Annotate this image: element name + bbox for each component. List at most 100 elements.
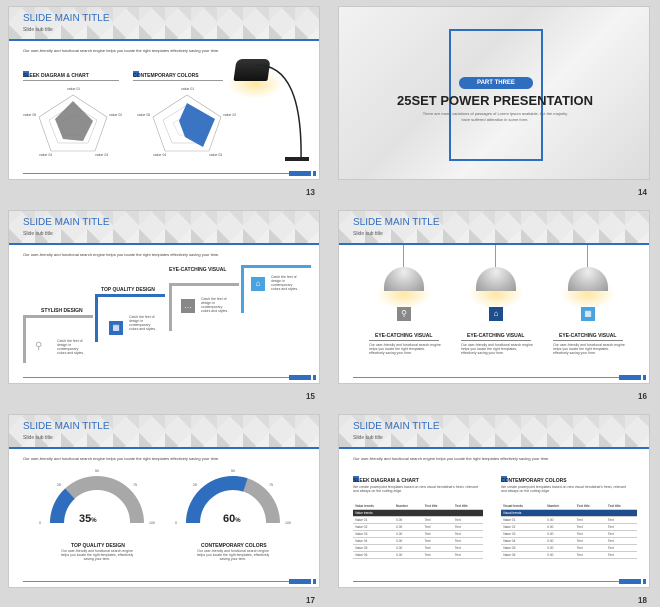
table-header: Number [545,503,575,510]
radar-label: value 01 [181,87,195,91]
page-number: 13 [306,188,315,197]
step-desc: Catch the feel of design in contemporary… [129,315,157,331]
gauge-value: 60% [223,513,241,525]
slide-body-text: Our user-friendly and functional search … [353,456,550,461]
radar-label: value 05 [23,113,37,117]
radar-chart-blue [152,94,222,152]
table-header: Visual trends [501,503,546,510]
footer-line [353,581,637,582]
table-header: Text title [574,503,606,510]
scale-label: 25 [57,483,61,487]
radar-label: value 02 [109,113,123,117]
slide-body-text: Our user-friendly and functional search … [23,252,220,257]
step-desc: Catch the feel of design in contemporary… [201,297,229,313]
header-pattern [9,7,319,39]
step-desc: Catch the feel of design in contemporary… [57,339,85,355]
calendar-icon: ▦ [581,307,595,321]
step-bar [169,283,239,286]
header-pattern [9,415,319,447]
cover-subtext: have suffered alteration in some form. [461,117,529,122]
location-pin-icon: ⚲ [35,341,43,352]
left-heading: SLEEK DIAGRAM & CHART [353,478,419,484]
slide-body-text: Our user-friendly and functional search … [23,48,220,53]
item-desc: Our user-friendly and functional search … [369,343,441,355]
right-desc: We create powerpoint templates based on … [501,485,626,493]
footer-mark [313,375,316,380]
slide-thumbnail-15[interactable]: SLIDE MAIN TITLE Slide sub title Our use… [8,210,320,384]
right-heading: CONTEMPORARY COLORS [133,73,199,79]
scale-label: 50 [95,469,99,473]
item-desc: Our user-friendly and functional search … [461,343,533,355]
gauge-chart-60 [186,476,280,524]
table-row: Value 03 0.00 Text Text [353,530,483,538]
slide-thumbnail-14[interactable]: PART THREE 25SET POWER PRESENTATION Ther… [338,6,650,180]
divider [23,80,119,81]
part-badge: PART THREE [459,77,533,89]
slide-subtitle: Slide sub title [23,231,53,237]
slide-subtitle: Slide sub title [23,27,53,33]
step-bar [23,315,93,318]
footer-mark [619,375,641,380]
item-title: EYE-CATCHING VISUAL [559,333,617,339]
slide-subtitle: Slide sub title [23,435,53,441]
cover-subtext: There are many variations of passages of… [422,111,568,116]
location-pin-icon: ⚲ [397,307,411,321]
gauge-title: CONTEMPORARY COLORS [201,543,267,549]
blue-frame [449,29,543,161]
radar-label: value 04 [153,153,167,157]
step-bar [169,283,172,331]
footer-mark [643,579,646,584]
header-rule [9,243,319,245]
footer-mark [289,579,311,584]
table-header: Text title [422,503,453,510]
right-heading: CONTEMPORARY COLORS [501,478,567,484]
radar-label: value 03 [209,153,223,157]
slide-subtitle: Slide sub title [353,231,383,237]
divider [369,340,439,341]
table-row: Value 05 0.00 Text Text [353,544,483,552]
step-bar [241,265,311,268]
left-heading: SLEEK DIAGRAM & CHART [23,73,89,79]
slide-subtitle: Slide sub title [353,435,383,441]
table-row: Value 03 0.00 Text Text [501,530,637,538]
footer-mark [289,375,311,380]
bars-icon [501,469,507,482]
table-row: Value 02 0.00 Text Text [501,523,637,531]
radar-label: value 02 [223,113,237,117]
radar-label: value 03 [95,153,109,157]
pendant-lamp [476,267,516,291]
table-row: Value 04 0.00 Text Text [501,537,637,545]
table-row: Value 01 0.00 Text Text [353,516,483,524]
lamp-cord [587,245,588,267]
table-row: Value 04 0.00 Text Text [353,537,483,545]
table-row: Value 05 0.00 Text Text [501,544,637,552]
footer-mark [643,375,646,380]
item-title: EYE-CATCHING VISUAL [375,333,433,339]
left-data-table: Value trends Number Text title Text title V… [353,503,483,559]
pendant-lamp [568,267,608,291]
home-icon: ⌂ [489,307,503,321]
table-header: Value trends [353,503,395,510]
page-number: 15 [306,392,315,401]
scale-label: 75 [133,483,137,487]
slide-thumbnail-16[interactable]: SLIDE MAIN TITLE Slide sub title ⚲ EYE-C… [338,210,650,384]
item-title: EYE-CATCHING VISUAL [467,333,525,339]
slide-thumbnail-17[interactable]: SLIDE MAIN TITLE Slide sub title Our use… [8,414,320,588]
slide-thumbnail-18[interactable]: SLIDE MAIN TITLE Slide sub title Our use… [338,414,650,588]
page-number: 17 [306,596,315,605]
table-header: Text title [452,503,483,510]
scale-label: 100 [285,521,291,525]
step-title: EYE-CATCHING VISUAL [169,267,227,273]
divider [133,80,223,81]
right-data-table: Visual trends Number Text title Text title … [501,503,637,559]
header-rule [9,39,319,41]
radar-label: value 05 [137,113,151,117]
home-icon: ⌂ [251,277,265,291]
bars-icon [353,469,359,482]
footer-mark [619,579,641,584]
scale-label: 0 [175,521,177,525]
table-header: Text title [605,503,637,510]
slide-thumbnail-13[interactable]: SLIDE MAIN TITLE Slide sub title Our use… [8,6,320,180]
table-row: Value 06 0.00 Text Text [353,551,483,559]
item-desc: Our user-friendly and functional search … [553,343,625,355]
